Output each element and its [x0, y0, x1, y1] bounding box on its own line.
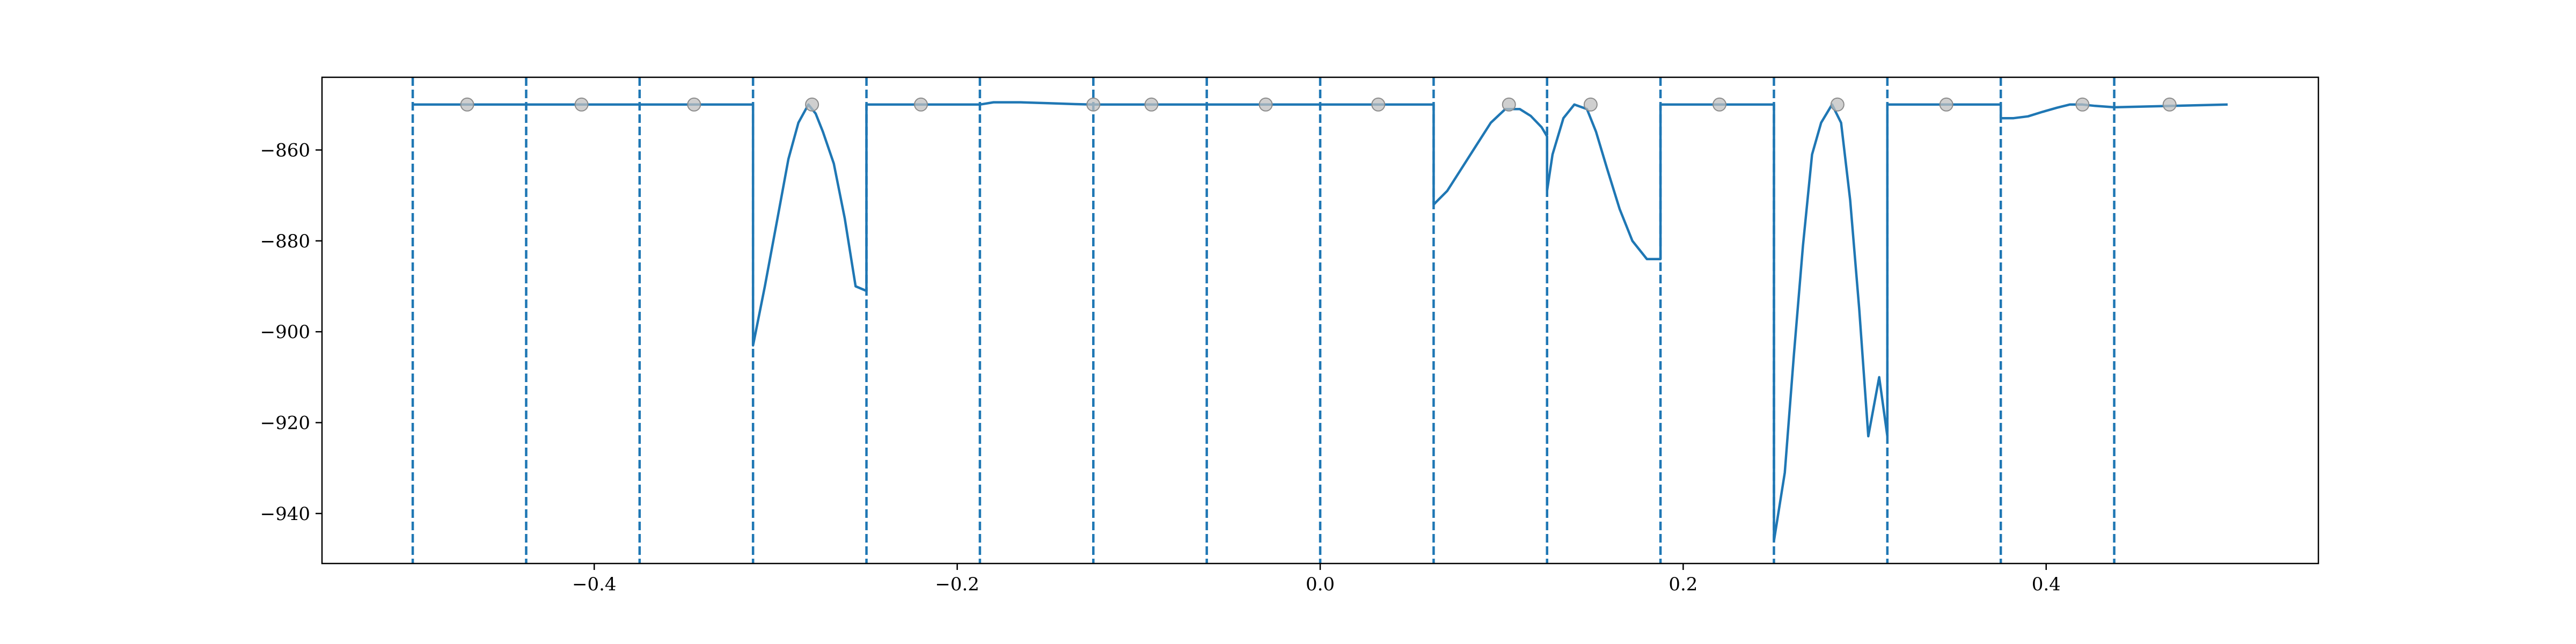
y-tick-label-1: −880: [260, 231, 310, 252]
data-marker-3: [805, 97, 819, 112]
data-marker-7: [1258, 97, 1273, 112]
y-tick-label-2: −900: [260, 321, 310, 343]
x-axis: −0.4 −0.2 0.0 0.2 0.4: [572, 564, 2061, 595]
x-tick-label-1: −0.2: [935, 574, 979, 595]
data-marker-14: [2075, 97, 2090, 112]
data-marker-13: [1939, 97, 1953, 112]
y-axis: −860 −880 −900 −920 −940: [260, 140, 322, 525]
data-marker-1: [574, 97, 589, 112]
data-marker-12: [1830, 97, 1845, 112]
data-series: [413, 101, 2228, 542]
series-line-0: [413, 101, 2228, 542]
data-marker-11: [1713, 97, 1726, 112]
data-marker-2: [687, 97, 701, 112]
data-marker-6: [1144, 97, 1159, 112]
x-tick-label-2: 0.0: [1306, 574, 1335, 595]
x-tick-label-3: 0.2: [1668, 574, 1697, 595]
data-marker-0: [460, 97, 474, 112]
x-tick-label-4: 0.4: [2032, 574, 2061, 595]
y-tick-label-0: −860: [260, 140, 310, 161]
data-marker-15: [2162, 97, 2177, 112]
y-tick-label-3: −920: [260, 413, 310, 434]
data-markers: [460, 97, 2177, 112]
data-marker-8: [1371, 97, 1386, 112]
data-marker-5: [1086, 97, 1101, 112]
x-tick-label-0: −0.4: [572, 574, 617, 595]
data-marker-10: [1583, 97, 1598, 112]
y-tick-label-4: −940: [260, 503, 310, 525]
data-marker-4: [914, 97, 928, 112]
data-marker-9: [1502, 97, 1516, 112]
